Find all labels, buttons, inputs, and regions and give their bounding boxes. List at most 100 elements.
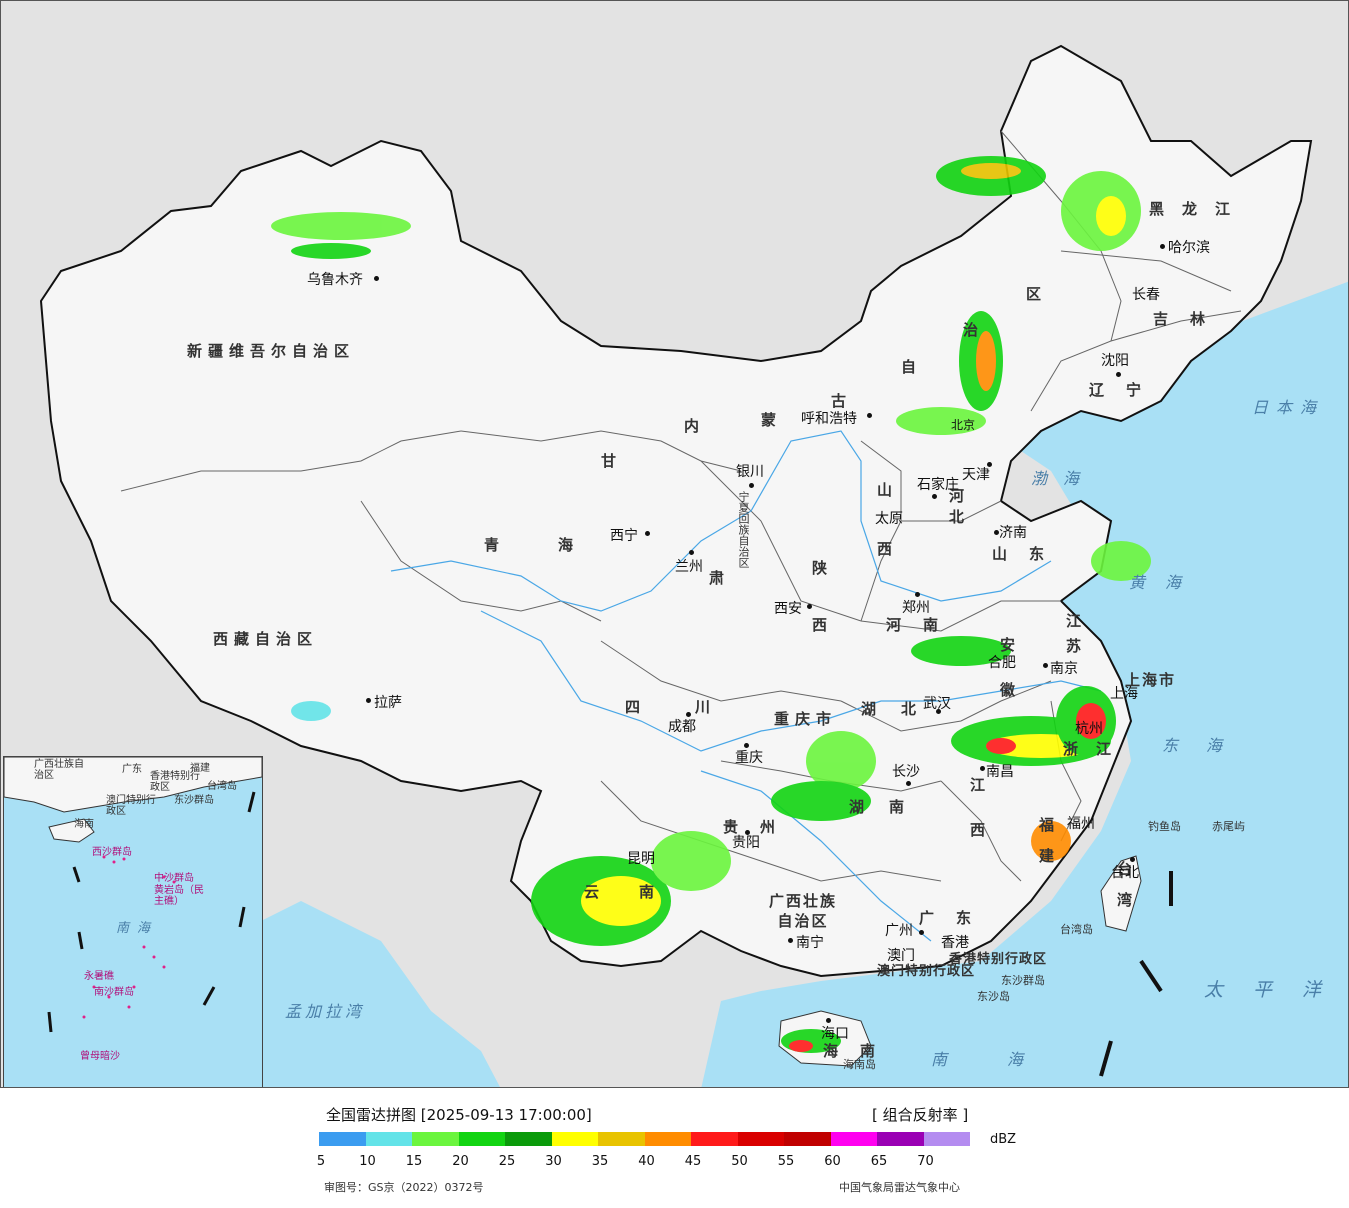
inset-label-zengmu: 曾母暗沙: [80, 1051, 120, 1062]
label-shandong: 山东: [992, 545, 1067, 563]
sea-huanghai: 黄海: [1129, 573, 1202, 592]
city-dot: [1116, 372, 1121, 377]
legend-tick-label: 65: [870, 1154, 888, 1169]
city-dot: [686, 712, 691, 717]
legend-tick-label: 30: [545, 1154, 562, 1169]
legend-tick-label: 20: [452, 1154, 469, 1169]
legend-tick-label: 10: [359, 1154, 376, 1169]
inset-label-macau: 澳门特别行政区: [106, 795, 156, 817]
legend-swatch: [877, 1132, 924, 1146]
city-shanghai-city: 上海: [1110, 686, 1138, 702]
label-neimenggu-3: 古: [831, 392, 853, 410]
label-guizhou: 贵州: [723, 818, 798, 836]
city-hangzhou: 杭州: [1075, 721, 1103, 737]
city-dot: [1043, 663, 1048, 668]
legend-tick-label: 50: [731, 1154, 748, 1169]
city-macau: 澳门: [887, 948, 915, 964]
label-shanxi-1: 山: [877, 481, 899, 499]
city-wuhan: 武汉: [923, 696, 951, 712]
legend-product: [ 组合反射率 ]: [872, 1106, 969, 1124]
label-shanxi-2: 西: [877, 540, 899, 558]
label-shaanxi-2: 西: [812, 616, 834, 634]
city-dot: [744, 743, 749, 748]
inset-label-nansha: 南沙群岛: [94, 987, 134, 998]
city-dot: [936, 709, 941, 714]
city-haikou: 海口: [821, 1026, 849, 1042]
legend-swatch: [505, 1132, 552, 1146]
city-dot: [915, 592, 920, 597]
island-dongsha: 东沙岛: [977, 990, 1010, 1003]
label-shanghai: 上海市: [1125, 671, 1177, 689]
legend-tick-label: 25: [498, 1154, 516, 1169]
label-xinjiang: 新疆维吾尔自治区: [187, 342, 356, 360]
label-sichuan: 四川: [625, 698, 766, 716]
city-nanning: 南宁: [796, 935, 824, 951]
city-dot: [689, 550, 694, 555]
city-dot: [788, 938, 793, 943]
legend-swatch: [319, 1132, 366, 1146]
map-canvas: [39, 44, 1348, 1087]
agency-credit: 中国气象局雷达气象中心: [839, 1181, 960, 1194]
label-neimenggu-2: 蒙: [761, 411, 783, 429]
city-dot: [645, 531, 650, 536]
legend-swatch: [923, 1132, 970, 1146]
legend-swatch: [598, 1132, 645, 1146]
city-changchun: 长春: [1132, 287, 1160, 303]
inset-label-taiwan: 台湾岛: [207, 781, 237, 792]
city-lhasa: 拉萨: [374, 695, 402, 711]
city-lanzhou: 兰州: [675, 559, 703, 575]
label-jiangsu: 江苏: [1064, 613, 1082, 663]
inset-label-yongshu: 永暑礁: [84, 971, 114, 982]
legend-tick-label: 70: [917, 1154, 934, 1169]
label-neimenggu-6: 区: [1026, 285, 1048, 303]
label-neimenggu-1: 内: [684, 417, 706, 435]
inset-label-nanhai: 南海: [116, 921, 159, 936]
ocean: [701, 281, 1348, 1087]
inset-label-hainan: 海南: [74, 819, 94, 830]
label-gansu-2: 肃: [709, 569, 731, 587]
island-diaoyu: 钓鱼岛: [1148, 820, 1181, 833]
city-taipei: 台北: [1111, 865, 1139, 881]
city-kunming: 昆明: [627, 851, 655, 867]
city-jinan: 济南: [999, 525, 1027, 541]
city-dot: [749, 483, 754, 488]
label-liaoning: 辽宁: [1089, 381, 1164, 399]
island-taiwan: 台湾岛: [1060, 923, 1093, 936]
label-anhui: 安徽: [998, 637, 1016, 727]
city-dot: [994, 530, 999, 535]
label-yunnan: 云南: [584, 883, 695, 901]
label-xizang: 西藏自治区: [213, 630, 319, 648]
inset-label-xisha: 西沙群岛: [92, 847, 132, 858]
city-beijing: 北京: [951, 418, 976, 432]
legend-title: 全国雷达拼图 [2025-09-13 17:00:00]: [326, 1106, 592, 1124]
label-guangdong: 广东: [919, 909, 994, 927]
review-number: 审图号：GS京（2022）0372号: [324, 1181, 484, 1194]
legend-swatch: [784, 1132, 831, 1146]
legend-tick-label: 5: [316, 1154, 326, 1169]
legend-tick-label: 35: [591, 1154, 609, 1169]
legend-swatch: [365, 1132, 412, 1146]
city-dot: [919, 930, 924, 935]
legend-swatch: [830, 1132, 877, 1146]
city-dot: [807, 604, 812, 609]
bay-of-bengal: [241, 901, 500, 1087]
nine-dash-line: [1099, 871, 1173, 1077]
label-henan: 河南: [886, 616, 961, 634]
label-macau-sar: 澳门特别行政区: [877, 964, 976, 979]
rivers: [390, 430, 1102, 942]
city-hohhot: 呼和浩特: [801, 411, 857, 427]
city-dot: [987, 462, 992, 467]
city-nanjing: 南京: [1050, 661, 1078, 677]
sea-bohai: 渤海: [1031, 469, 1096, 488]
label-neimenggu-5: 治: [963, 321, 985, 339]
city-chongqing-city: 重庆: [735, 750, 763, 766]
city-dot: [1130, 857, 1135, 862]
label-hainan: 海南: [823, 1042, 898, 1060]
city-dot: [374, 276, 379, 281]
legend-unit: dBZ: [990, 1132, 1017, 1147]
city-dot: [980, 766, 985, 771]
island-hainan: 海南岛: [843, 1058, 876, 1071]
legend-swatch: [458, 1132, 505, 1146]
legend-tick-label: 40: [638, 1154, 655, 1169]
legend-swatch: [644, 1132, 691, 1146]
